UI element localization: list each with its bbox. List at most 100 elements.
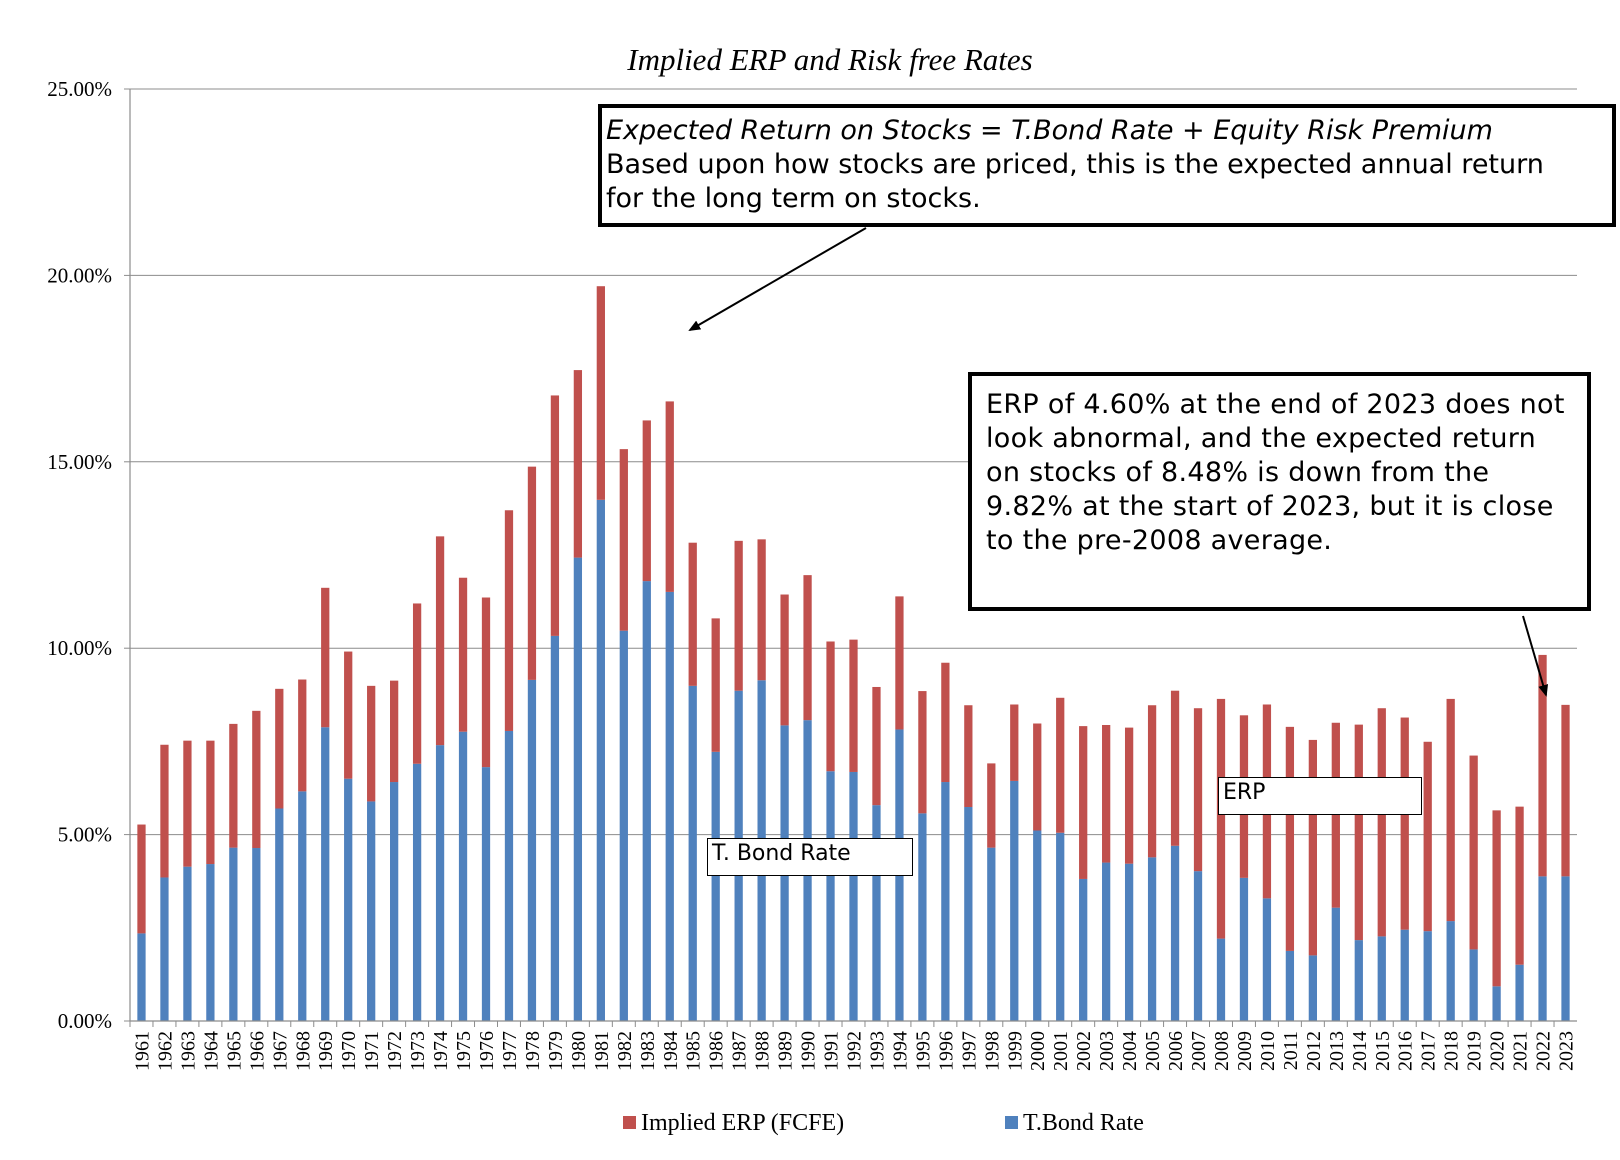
bar-implied-erp — [1446, 698, 1455, 922]
bar-tbond-rate — [642, 581, 651, 1021]
x-tick-label: 1964 — [200, 1031, 222, 1071]
bar-tbond-rate — [1170, 845, 1180, 1021]
bar-implied-erp — [941, 662, 950, 783]
bar-implied-erp — [344, 651, 353, 779]
bar-implied-erp — [803, 575, 812, 721]
bar-tbond-rate — [941, 782, 950, 1021]
x-tick-label: 2015 — [1372, 1031, 1394, 1071]
x-axis-ticks: 1961 1962 1963 1964 1965 1966 1967 1968 1969 1970… — [129, 1021, 1578, 1071]
x-tick-label: 1990 — [798, 1031, 820, 1071]
bar-implied-erp — [183, 740, 192, 867]
legend-label-tbond: T.Bond Rate — [1023, 1110, 1144, 1136]
bar-implied-erp — [435, 536, 445, 746]
bar-tbond-rate — [1400, 929, 1409, 1021]
bar-implied-erp — [1193, 708, 1203, 872]
bar-tbond-rate — [849, 771, 858, 1021]
x-tick-label: 2004 — [1119, 1031, 1141, 1071]
bar-tbond-rate — [1446, 921, 1455, 1021]
x-tick-label: 1981 — [591, 1031, 613, 1071]
x-tick-label: 2023 — [1556, 1031, 1578, 1071]
bar-tbond-rate — [321, 727, 330, 1021]
bar-implied-erp — [872, 686, 881, 806]
bar-tbond-rate — [1079, 878, 1088, 1021]
bar-tbond-rate — [1423, 931, 1432, 1021]
x-tick-label: 1979 — [545, 1031, 567, 1071]
x-tick-label: 2019 — [1464, 1031, 1486, 1071]
bar-tbond-rate — [1147, 857, 1157, 1021]
bar-implied-erp — [1079, 726, 1088, 879]
x-tick-label: 1961 — [131, 1031, 153, 1071]
x-tick-label: 1984 — [660, 1031, 682, 1071]
x-tick-label: 2010 — [1257, 1031, 1279, 1071]
erp-commentary-callout: ERP of 4.60% at the end of 2023 does not… — [968, 372, 1591, 611]
top-callout-arrow — [688, 227, 867, 332]
bar-tbond-rate — [481, 767, 491, 1021]
formula-callout-line3: for the long term on stocks. — [606, 183, 981, 214]
bar-implied-erp — [1469, 755, 1478, 950]
x-tick-label: 1992 — [844, 1031, 866, 1071]
callout-arrows — [688, 227, 1549, 697]
x-tick-label: 1993 — [866, 1031, 888, 1071]
bar-tbond-rate — [1492, 986, 1501, 1021]
bar-tbond-rate — [1377, 936, 1386, 1021]
x-tick-label: 2017 — [1418, 1031, 1440, 1071]
bar-implied-erp — [481, 597, 491, 768]
bar-implied-erp — [918, 691, 927, 814]
x-tick-label: 1988 — [752, 1031, 774, 1071]
x-tick-label: 1987 — [729, 1031, 751, 1071]
x-tick-label: 1970 — [338, 1031, 360, 1071]
bar-tbond-rate — [1056, 832, 1065, 1021]
bar-implied-erp — [596, 286, 605, 500]
x-tick-label: 1983 — [637, 1031, 659, 1071]
bar-tbond-rate — [390, 782, 399, 1021]
bar-implied-erp — [1170, 690, 1180, 846]
x-tick-label: 2001 — [1050, 1031, 1072, 1071]
x-tick-label: 1991 — [821, 1031, 843, 1071]
x-tick-label: 1999 — [1004, 1031, 1026, 1071]
x-tick-label: 2007 — [1188, 1031, 1210, 1071]
bar-implied-erp — [390, 680, 399, 783]
y-tick-label: 20.00% — [47, 263, 112, 287]
x-tick-label: 1967 — [269, 1031, 291, 1071]
x-tick-label: 2003 — [1096, 1031, 1118, 1071]
bar-implied-erp — [412, 603, 422, 764]
bar-tbond-rate — [206, 864, 215, 1021]
bar-implied-erp — [734, 540, 743, 691]
bar-tbond-rate — [298, 791, 307, 1021]
bar-tbond-rate — [252, 848, 261, 1021]
erp-series-label: ERP — [1218, 777, 1422, 815]
bar-implied-erp — [642, 420, 651, 582]
bar-tbond-rate — [160, 877, 169, 1021]
x-tick-label: 1972 — [384, 1031, 406, 1071]
bar-implied-erp — [229, 723, 238, 848]
bar-tbond-rate — [596, 499, 605, 1022]
bar-implied-erp — [252, 710, 261, 849]
x-tick-label: 1969 — [315, 1031, 337, 1071]
bar-implied-erp — [321, 587, 330, 728]
bar-implied-erp — [1010, 704, 1019, 781]
legend: Implied ERP (FCFE) T.Bond Rate — [623, 1110, 1144, 1136]
x-tick-label: 1994 — [889, 1031, 911, 1071]
bar-tbond-rate — [711, 751, 720, 1021]
bar-tbond-rate — [1102, 862, 1111, 1021]
x-tick-label: 2002 — [1073, 1031, 1095, 1071]
bar-tbond-rate — [183, 866, 192, 1021]
x-tick-label: 1980 — [568, 1031, 590, 1071]
formula-callout: Expected Return on Stocks = T.Bond Rate … — [598, 104, 1616, 227]
bar-tbond-rate — [435, 745, 445, 1021]
bar-tbond-rate — [1515, 964, 1524, 1021]
x-tick-label: 1971 — [361, 1031, 383, 1071]
bar-tbond-rate — [550, 635, 560, 1021]
bar-tbond-rate — [1033, 830, 1042, 1021]
x-tick-label: 1976 — [476, 1031, 498, 1071]
bar-tbond-rate — [619, 630, 628, 1021]
bar-implied-erp — [757, 539, 766, 681]
bar-implied-erp — [1400, 717, 1409, 930]
x-tick-label: 1974 — [430, 1031, 452, 1071]
erp-commentary-text: ERP of 4.60% at the end of 2023 does not… — [986, 389, 1565, 556]
x-tick-label: 2013 — [1326, 1031, 1348, 1071]
bar-tbond-rate — [1538, 876, 1547, 1021]
x-tick-label: 2009 — [1234, 1031, 1256, 1071]
bar-tbond-rate — [275, 808, 284, 1021]
